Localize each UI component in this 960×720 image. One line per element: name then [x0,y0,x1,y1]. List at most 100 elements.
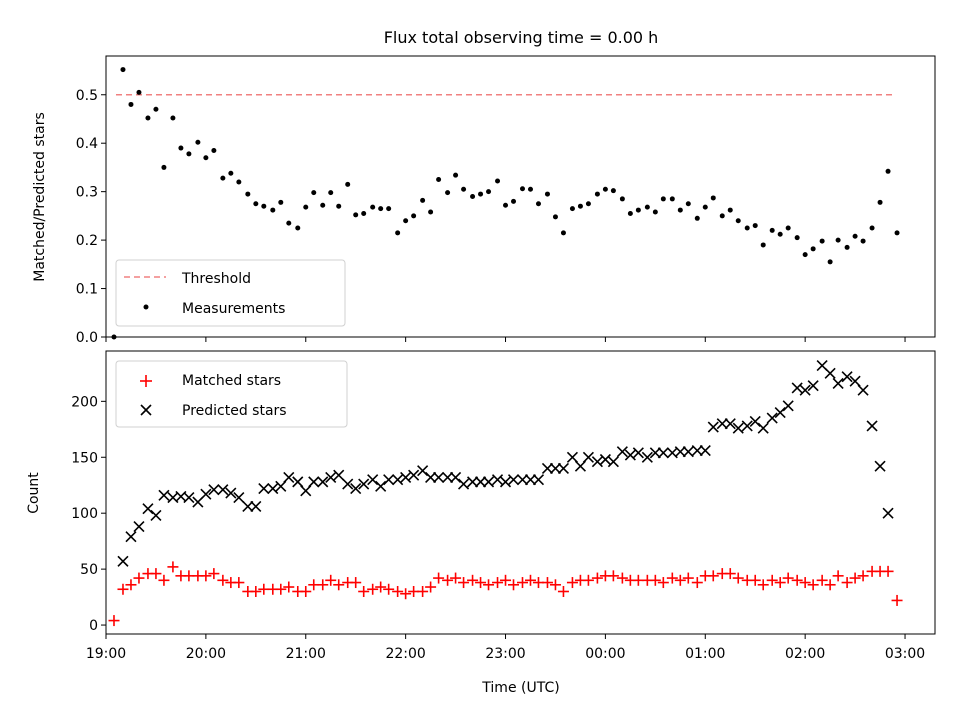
measurement-point [894,230,900,236]
matched-star-point [799,577,811,589]
measurement-point [660,196,666,202]
measurement-point [627,210,633,216]
predicted-star-point [158,489,170,501]
bottom-y-tick-label: 100 [71,506,98,522]
measurement-point [320,202,326,208]
predicted-star-point [225,487,237,499]
predicted-star-point [499,476,512,488]
matched-star-point [392,585,404,597]
measurement-point [228,170,234,176]
predicted-star-point [466,476,479,488]
matched-star-point [616,572,628,584]
measurement-point [411,213,417,219]
predicted-star-point [882,507,894,519]
measurement-point [677,207,683,213]
matched-stars-points [108,561,903,627]
bottom-y-tick-label: 150 [71,450,98,466]
predicted-stars-points [117,359,894,567]
matched-star-point [557,585,569,597]
matched-star-point [707,570,719,582]
top-x-axis-ticks [105,337,906,342]
matched-star-point [516,577,528,589]
matched-star-point [791,574,803,586]
top-y-tick-label: 0.4 [76,136,98,152]
predicted-star-point [491,474,504,486]
measurement-point [495,178,501,184]
predicted-star-point [732,422,744,434]
measurement-point [253,201,259,207]
matched-star-point [500,574,512,586]
measurement-point [203,155,209,161]
predicted-star-point [849,375,861,387]
predicted-star-point [716,418,728,430]
matched-star-point [117,583,129,595]
measurement-point [186,151,192,157]
predicted-star-point [549,462,562,475]
matched-star-point [891,594,903,606]
top-y-tick-label: 0.1 [76,282,98,298]
matched-star-point [400,588,412,600]
predicted-star-point [674,446,686,458]
predicted-star-point [682,446,694,458]
predicted-stars-legend-label: Predicted stars [182,403,287,419]
measurement-point [295,225,301,231]
predicted-star-point [358,478,370,490]
matched-star-point [849,572,861,584]
top-y-tick-label: 0.5 [76,88,98,104]
bottom-x-tick-label: 19:00 [86,646,126,662]
matched-star-point [458,577,470,589]
measurement-point [403,218,409,224]
predicted-star-point [267,483,279,495]
predicted-star-point [367,474,379,486]
predicted-star-point [325,471,337,483]
matched-star-point [816,574,828,586]
measurement-point [470,194,476,199]
predicted-star-point [292,476,304,488]
predicted-star-point [857,384,869,396]
matched-star-point [383,583,395,595]
matched-star-point [200,570,212,582]
matched-star-point [666,572,678,584]
measurements-points [111,67,900,340]
matched-star-point [524,574,536,586]
bottom-y-axis: 0 50 100 150 200 [71,394,106,634]
measurement-point [511,198,517,204]
matched-star-point [167,561,179,573]
matched-star-point [300,585,312,597]
matched-star-point [367,583,379,595]
matched-star-point [766,574,778,586]
bottom-legend-box [115,360,348,428]
measurement-point [361,210,367,216]
matched-star-point [732,572,744,584]
matched-star-point [133,572,145,584]
measurement-point [560,230,566,236]
measurement-point [503,202,509,208]
predicted-star-point [250,500,262,513]
measurement-point [286,220,292,226]
measurement-point [386,206,392,212]
measurement-point [719,213,725,219]
measurement-point [794,235,800,241]
matched-stars-legend-marker [140,375,152,387]
matched-star-point [549,579,561,591]
matched-star-point [442,574,454,586]
predicted-star-point [200,488,212,500]
matched-star-point [757,579,769,591]
matched-star-point [607,570,619,582]
predicted-star-point [874,460,886,472]
predicted-star-point [275,480,287,492]
measurement-point [111,334,117,340]
measurement-point [619,196,625,202]
matched-star-point [283,581,295,593]
predicted-star-point [482,476,495,488]
measurement-point [195,139,201,145]
predicted-star-point [400,471,412,483]
measurement-point [336,203,342,209]
predicted-star-point [350,483,362,495]
measurement-point [844,244,850,250]
matched-star-point [824,579,836,591]
bottom-y-tick-label: 0 [89,618,98,634]
measurement-point [395,230,401,236]
measurement-point [478,191,484,197]
